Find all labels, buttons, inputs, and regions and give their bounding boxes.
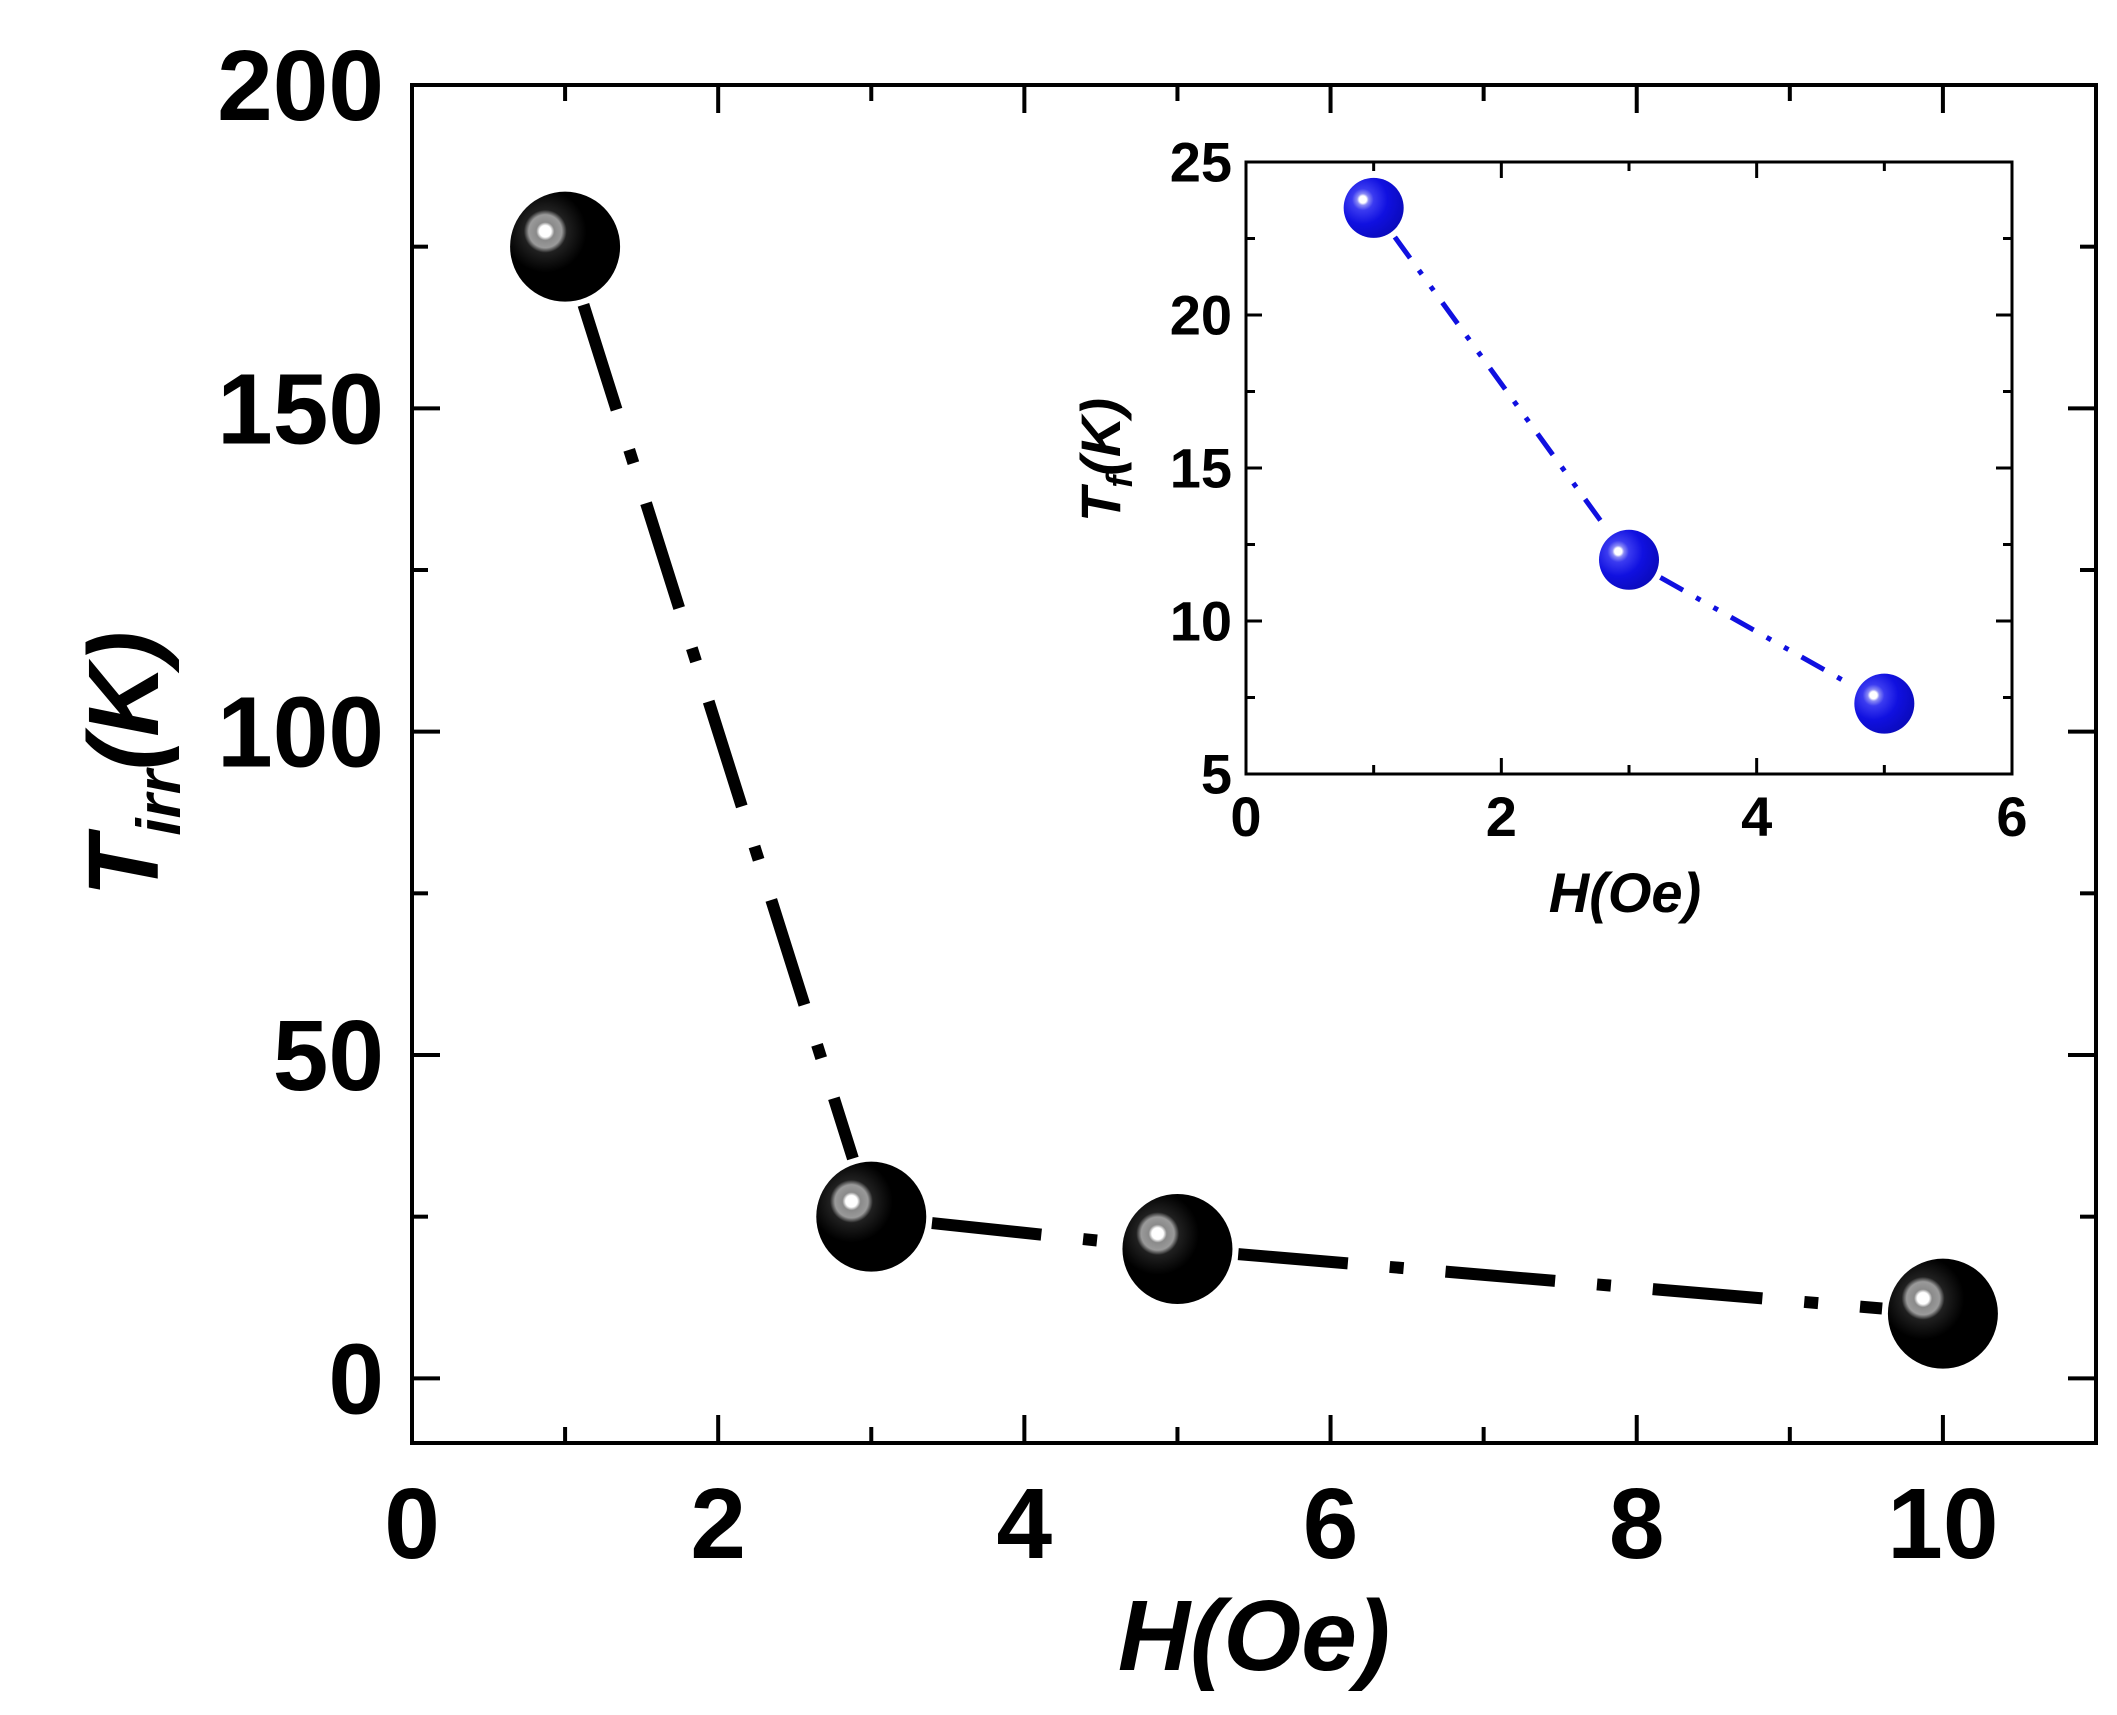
main-x-axis-label: H(Oe)	[1118, 1580, 1390, 1692]
inset-y-tick-label: 5	[1201, 743, 1232, 806]
main-y-axis-label-main: T	[68, 828, 180, 897]
inset-line-segment	[1659, 575, 1855, 689]
main-y-axis-label-tail: (K)	[68, 631, 180, 770]
inset-data-point	[1343, 177, 1404, 238]
inset-plot-frame	[1244, 160, 2014, 776]
main-y-tick-label: 100	[217, 677, 384, 789]
main-x-tick-label: 0	[384, 1468, 440, 1580]
main-x-tick-label: 8	[1609, 1468, 1665, 1580]
main-x-tick-label: 4	[997, 1468, 1053, 1580]
inset-y-tick-label: 10	[1170, 590, 1232, 653]
main-y-axis-label-sub: irr	[125, 767, 194, 835]
inset-chart: 0 2 4 6 5 10 15 20 25 H(Oe) Tf(K)	[1069, 131, 2028, 924]
inset-y-tick-label: 25	[1170, 131, 1232, 194]
main-plot-frame	[410, 83, 2098, 1445]
inset-series-line	[1392, 235, 1855, 689]
inset-series-points	[1343, 177, 1915, 734]
main-x-tick-label: 10	[1887, 1468, 1998, 1580]
main-ticks	[410, 83, 2098, 1443]
main-line-segment	[577, 303, 859, 1161]
main-data-point	[1122, 1194, 1233, 1304]
main-line-segment	[1237, 1248, 1883, 1315]
inset-y-tick-label: 15	[1170, 437, 1232, 500]
main-y-tick-label: 0	[328, 1323, 384, 1435]
main-y-tick-label: 200	[217, 30, 384, 142]
main-series-line	[577, 303, 1883, 1315]
inset-x-axis-label: H(Oe)	[1549, 861, 1701, 924]
main-series-points	[510, 191, 1998, 1369]
inset-y-axis-label: Tf(K)	[1069, 398, 1140, 522]
inset-x-tick-label: 2	[1486, 785, 1517, 848]
inset-tick-labels: 0 2 4 6 5 10 15 20 25	[1170, 131, 2028, 848]
main-x-tick-label: 6	[1303, 1468, 1359, 1580]
main-data-point	[816, 1161, 927, 1272]
inset-y-axis-label-sub: f	[1099, 473, 1140, 488]
main-x-tick-label: 2	[690, 1468, 746, 1580]
inset-line-segment	[1392, 235, 1610, 533]
main-data-point	[510, 191, 621, 302]
inset-data-point	[1599, 529, 1659, 590]
main-y-tick-label: 150	[217, 353, 384, 465]
inset-x-tick-label: 4	[1741, 785, 1772, 848]
inset-x-tick-label: 6	[1996, 785, 2027, 848]
inset-y-axis-label-tail: (K)	[1069, 398, 1132, 476]
inset-data-point	[1854, 673, 1915, 734]
main-data-point	[1887, 1258, 1998, 1369]
inset-x-tick-label: 0	[1230, 785, 1261, 848]
inset-ticks	[1244, 160, 2014, 776]
main-line-segment	[931, 1217, 1118, 1249]
inset-y-axis-label-main: T	[1069, 483, 1132, 522]
main-y-tick-label: 50	[273, 1000, 384, 1112]
main-y-axis-label: Tirr(K)	[68, 631, 194, 896]
inset-y-tick-label: 20	[1170, 284, 1232, 347]
